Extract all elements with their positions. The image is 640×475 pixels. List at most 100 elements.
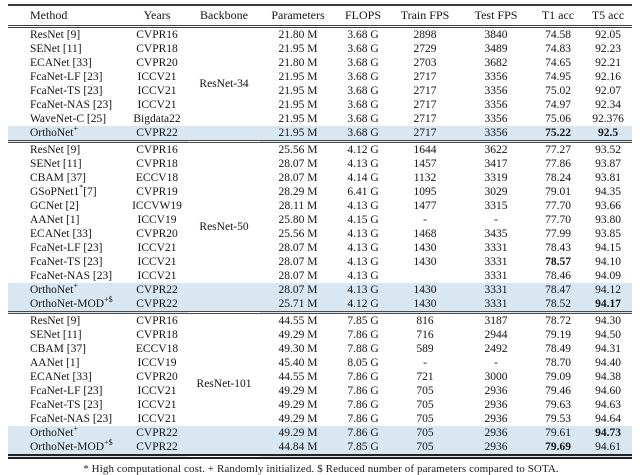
cell-test-fps: 3489 xyxy=(484,43,508,55)
column-header-parameters: Parameters xyxy=(260,5,336,28)
cell-flops: 7.85 G xyxy=(347,315,379,327)
results-table: Method Years Backbone Parameters FLOPS T… xyxy=(8,4,632,459)
cell-train-fps: 2717 xyxy=(390,126,460,143)
table-row: FcaNet-TS [23] ICCV21 28.07 M 4.13 G 1430 333… xyxy=(8,255,632,269)
cell-train-fps: 705 xyxy=(416,399,434,411)
cell-flops: 4.12 G xyxy=(347,144,379,156)
table-row: FcaNet-TS [23] ICCV21 21.95 M 3.68 G 2717 335… xyxy=(8,84,632,98)
cell-parameters: 21.95 M xyxy=(278,113,318,125)
cell-flops: 3.68 G xyxy=(347,113,379,125)
cell-method: FcaNet-LF [23] xyxy=(8,70,126,84)
cell-backbone xyxy=(188,84,260,98)
cell-flops: 7.88 G xyxy=(347,343,379,355)
method-name: ECANet xyxy=(30,228,70,240)
table-row: CBAM [37] ECCV18 49.30 M 7.88 G 589 2492 78.49… xyxy=(8,342,632,356)
cell-backbone: ResNet-101 xyxy=(188,370,260,390)
cell-test-fps: 3331 xyxy=(460,297,532,314)
table-row: ECANet [33] CVPR20 21.80 M 3.68 G 2703 3682 74… xyxy=(8,56,632,70)
cell-train-fps: 2729 xyxy=(413,43,437,55)
cell-parameters: 49.30 M xyxy=(278,343,318,355)
cell-train-fps: 716 xyxy=(416,329,434,341)
method-reference: [11] xyxy=(60,43,82,55)
cell-flops: 4.13 G xyxy=(347,270,379,282)
cell-t1-acc: 75.02 xyxy=(545,85,571,97)
cell-backbone xyxy=(188,328,260,342)
cell-train-fps: 2717 xyxy=(413,71,437,83)
cell-t1-acc: 79.01 xyxy=(545,186,571,198)
cell-train-fps: 1644 xyxy=(413,144,437,156)
method-reference: [9] xyxy=(63,29,81,41)
cell-train-fps: 2898 xyxy=(413,29,437,41)
cell-flops: 4.13 G xyxy=(347,158,379,170)
table-row: CBAM [37] ECCV18 28.07 M 4.14 G 1132 3319 78.2… xyxy=(8,171,632,185)
method-name: GSoPNet1 xyxy=(30,186,80,198)
method-name: FcaNet-TS xyxy=(30,256,81,268)
cell-parameters: 28.11 M xyxy=(278,200,318,212)
cell-years: ICCVW19 xyxy=(132,200,182,212)
cell-t1-acc: 78.52 xyxy=(532,297,584,314)
cell-t5-acc: 93.85 xyxy=(595,228,621,240)
cell-train-fps: 705 xyxy=(390,440,460,457)
cell-backbone xyxy=(188,199,260,213)
cell-test-fps: 3356 xyxy=(460,126,532,143)
table-row: OrthoNet+ CVPR22 21.95 M 3.68 G 2717 3356 75.2… xyxy=(8,125,632,143)
cell-flops: 4.13 G xyxy=(347,200,379,212)
cell-train-fps: 816 xyxy=(416,315,434,327)
cell-test-fps: 3622 xyxy=(484,144,508,156)
cell-t5-acc: 93.80 xyxy=(595,214,621,226)
cell-test-fps: 3356 xyxy=(484,85,508,97)
method-reference: [33] xyxy=(69,228,92,240)
cell-years: ICCV21 xyxy=(137,256,177,268)
method-reference: [23] xyxy=(90,99,113,111)
method-reference: [33] xyxy=(69,57,92,69)
cell-years: CVPR22 xyxy=(126,283,188,297)
method-reference: [23] xyxy=(90,270,113,282)
cell-test-fps: 2936 xyxy=(484,413,508,425)
cell-years: CVPR20 xyxy=(136,228,178,240)
table-row: OrthoNet-MOD+$ CVPR22 44.84 M 7.85 G 705 2936… xyxy=(8,439,632,457)
cell-t5-acc: 94.40 xyxy=(595,357,621,369)
cell-t1-acc: 75.06 xyxy=(545,113,571,125)
cell-backbone xyxy=(188,171,260,185)
cell-parameters: 49.29 M xyxy=(260,426,336,440)
cell-train-fps: 1477 xyxy=(413,200,437,212)
cell-parameters: 28.07 M xyxy=(278,256,318,268)
column-header-train-fps: Train FPS xyxy=(390,5,460,28)
cell-t5-acc: 93.52 xyxy=(595,144,621,156)
header-row: Method Years Backbone Parameters FLOPS T… xyxy=(8,5,632,28)
cell-method: FcaNet-LF [23] xyxy=(8,384,126,398)
cell-method: AANet [1] xyxy=(8,213,126,227)
cell-flops: 7.86 G xyxy=(347,385,379,397)
method-reference: [1] xyxy=(63,357,80,369)
cell-years: CVPR22 xyxy=(126,440,188,457)
cell-backbone xyxy=(188,56,260,70)
method-reference: [11] xyxy=(60,158,82,170)
cell-parameters: 25.56 M xyxy=(278,144,318,156)
cell-method: GCNet [2] xyxy=(8,199,126,213)
cell-train-fps: 721 xyxy=(416,371,434,383)
cell-test-fps: 3417 xyxy=(484,158,508,170)
cell-flops: 6.41 G xyxy=(347,186,379,198)
method-reference: [11] xyxy=(60,329,82,341)
table-row: SENet [11] CVPR18 28.07 M 4.13 G 1457 3417 77.… xyxy=(8,157,632,171)
cell-t1-acc: 78.57 xyxy=(545,256,571,268)
method-reference: [23] xyxy=(80,71,103,83)
cell-t1-acc: 79.46 xyxy=(545,385,571,397)
cell-backbone xyxy=(188,440,260,457)
cell-method: OrthoNet-MOD+$ xyxy=(8,439,126,457)
method-reference: [23] xyxy=(80,256,103,268)
cell-test-fps: 3315 xyxy=(484,200,508,212)
cell-method: GSoPNet1*[7] xyxy=(8,184,126,199)
cell-t1-acc: 79.69 xyxy=(532,440,584,457)
cell-t5-acc: 92.05 xyxy=(595,29,621,41)
cell-t1-acc: 78.72 xyxy=(545,315,571,327)
method-reference: [23] xyxy=(90,413,113,425)
cell-t5-acc: 94.50 xyxy=(595,329,621,341)
table-row: WaveNet-C [25] Bigdata22 21.95 M 3.68 G 2717… xyxy=(8,112,632,126)
cell-t5-acc: 92.34 xyxy=(595,99,621,111)
cell-backbone xyxy=(188,384,260,398)
cell-flops: 3.68 G xyxy=(336,126,390,143)
cell-train-fps: 2717 xyxy=(413,113,437,125)
method-name: ResNet xyxy=(30,315,64,327)
